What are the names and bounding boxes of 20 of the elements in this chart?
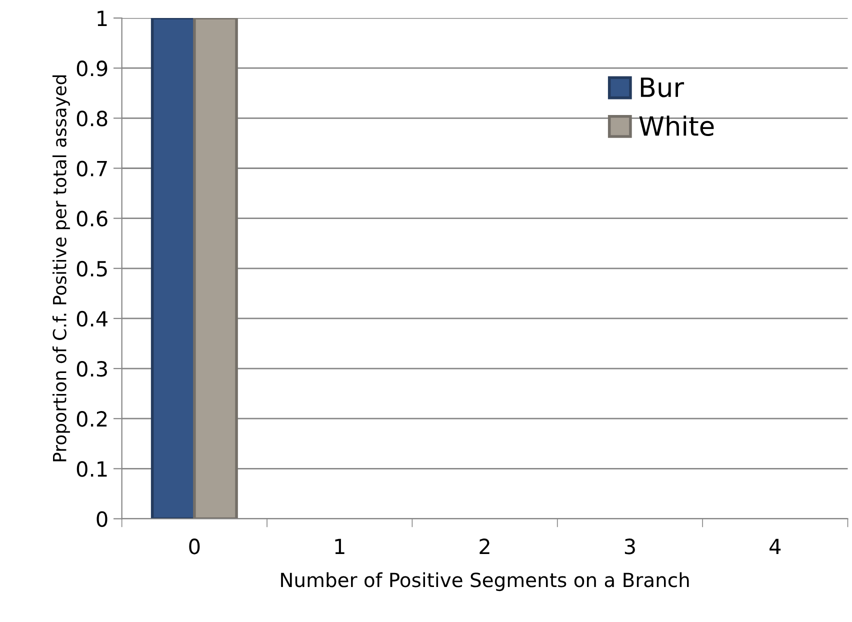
- y-tick-label: 0.9: [76, 60, 108, 76]
- x-tick-label: 0: [189, 538, 200, 554]
- y-tick-label: 0.4: [76, 310, 108, 327]
- y-axis-title: Proportion of C.f. Positive per total assayed: [52, 75, 70, 462]
- x-tick-label: 4: [770, 538, 781, 554]
- y-tick-label: 0.3: [76, 360, 107, 377]
- y-tick-label: 0: [96, 511, 108, 527]
- legend-label: White: [639, 116, 714, 136]
- y-tick-label: 0.6: [76, 210, 108, 227]
- y-tick-label: 0.8: [76, 110, 108, 126]
- y-tick-label: 0.7: [76, 160, 107, 176]
- x-axis-title: Number of Positive Segments on a Branch: [281, 572, 689, 592]
- x-tick-label: 1: [335, 538, 344, 554]
- x-tick-label: 2: [480, 538, 490, 554]
- y-tick-label: 0.5: [76, 260, 107, 277]
- y-tick-label: 1: [98, 10, 107, 26]
- legend-label: Bur: [640, 78, 684, 98]
- y-tick-label: 0.2: [76, 411, 107, 427]
- y-tick-label: 0.1: [76, 461, 107, 477]
- x-tick-label: 3: [624, 538, 635, 554]
